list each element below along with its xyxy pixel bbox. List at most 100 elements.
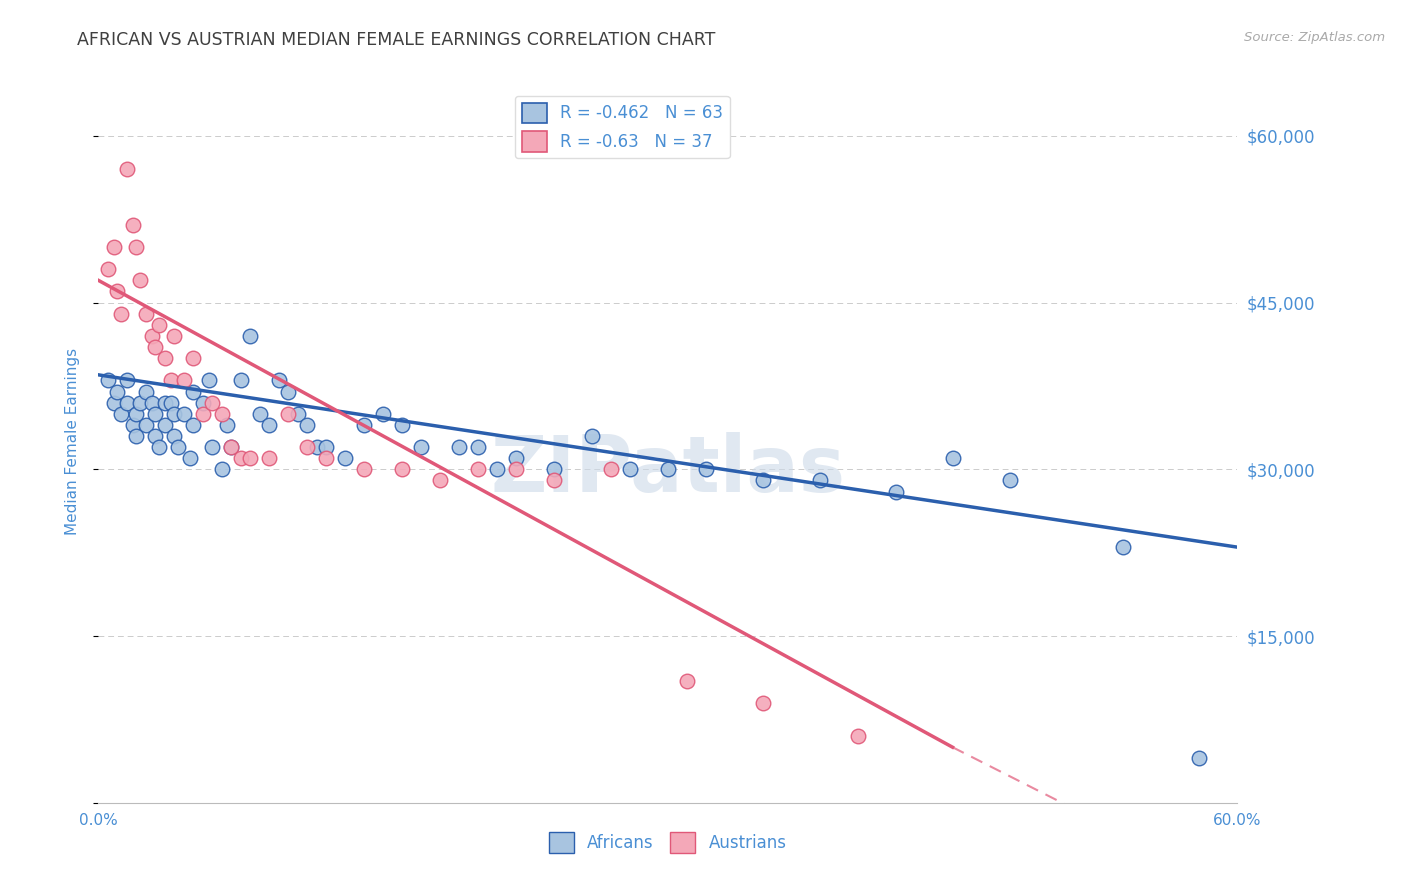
Point [107, 285, 129, 299]
Text: AFRICAN VS AUSTRIAN MEDIAN FEMALE EARNINGS CORRELATION CHART: AFRICAN VS AUSTRIAN MEDIAN FEMALE EARNIN… [77, 31, 716, 49]
Point [163, 329, 186, 343]
Point [148, 318, 170, 332]
Point [808, 474, 831, 488]
Point [1112, 540, 1135, 554]
Point [619, 462, 641, 476]
Point [159, 395, 181, 409]
Point [173, 373, 195, 387]
Point [305, 440, 328, 454]
Point [103, 395, 125, 409]
Point [135, 417, 157, 432]
Point [201, 395, 224, 409]
Point [163, 429, 186, 443]
Point [97, 373, 120, 387]
Point [110, 407, 132, 421]
Point [676, 673, 699, 688]
Point [942, 451, 965, 466]
Point [129, 273, 152, 287]
Point [353, 417, 375, 432]
Point [191, 395, 214, 409]
Point [211, 462, 233, 476]
Point [103, 240, 125, 254]
Point [998, 474, 1021, 488]
Point [125, 429, 148, 443]
Point [221, 440, 243, 454]
Point [129, 395, 152, 409]
Point [183, 351, 205, 366]
Point [153, 417, 176, 432]
Point [249, 407, 271, 421]
Point [846, 729, 869, 743]
Point [135, 307, 157, 321]
Point [97, 262, 120, 277]
Point [179, 451, 201, 466]
Point [191, 407, 214, 421]
Point [315, 451, 337, 466]
Point [239, 451, 262, 466]
Point [449, 440, 471, 454]
Point [467, 440, 489, 454]
Point [505, 462, 527, 476]
Point [315, 440, 337, 454]
Point [145, 429, 167, 443]
Point [115, 395, 138, 409]
Point [153, 351, 176, 366]
Point [371, 407, 394, 421]
Point [141, 329, 163, 343]
Point [391, 462, 413, 476]
Point [121, 417, 143, 432]
Point [211, 407, 233, 421]
Point [429, 474, 451, 488]
Point [229, 451, 252, 466]
Point [125, 407, 148, 421]
Point [239, 329, 262, 343]
Point [125, 240, 148, 254]
Point [277, 407, 299, 421]
Point [411, 440, 433, 454]
Point [229, 373, 252, 387]
Point [183, 417, 205, 432]
Point [173, 407, 195, 421]
Point [115, 162, 138, 177]
Point [141, 395, 163, 409]
Legend: Africans, Austrians: Africans, Austrians [543, 826, 793, 860]
Point [167, 440, 190, 454]
Point [543, 462, 565, 476]
Point [201, 440, 224, 454]
Point [135, 384, 157, 399]
Point [159, 373, 181, 387]
Point [107, 384, 129, 399]
Point [752, 696, 775, 710]
Point [391, 417, 413, 432]
Point [153, 395, 176, 409]
Point [600, 462, 623, 476]
Point [221, 440, 243, 454]
Text: Source: ZipAtlas.com: Source: ZipAtlas.com [1244, 31, 1385, 45]
Point [752, 474, 775, 488]
Point [884, 484, 907, 499]
Point [657, 462, 679, 476]
Point [121, 218, 143, 232]
Point [145, 407, 167, 421]
Point [353, 462, 375, 476]
Point [115, 373, 138, 387]
Point [110, 307, 132, 321]
Point [297, 417, 319, 432]
Point [163, 407, 186, 421]
Point [505, 451, 527, 466]
Point [267, 373, 290, 387]
Point [543, 474, 565, 488]
Point [1188, 751, 1211, 765]
Point [581, 429, 603, 443]
Point [259, 417, 281, 432]
Point [197, 373, 219, 387]
Point [148, 440, 170, 454]
Point [695, 462, 717, 476]
Point [145, 340, 167, 354]
Point [259, 451, 281, 466]
Point [183, 384, 205, 399]
Point [335, 451, 357, 466]
Point [217, 417, 239, 432]
Point [287, 407, 309, 421]
Point [486, 462, 509, 476]
